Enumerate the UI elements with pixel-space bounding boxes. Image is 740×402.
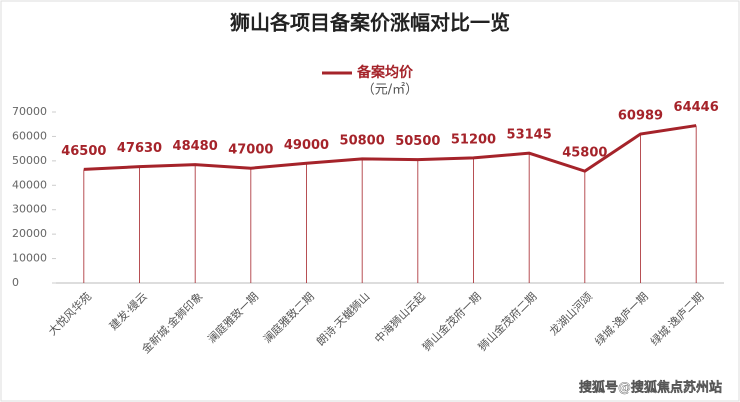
data-label: 47000 (228, 143, 273, 158)
y-tick-label: 40000 (12, 178, 47, 191)
y-tick-label: 50000 (12, 154, 47, 167)
y-tick-label: 0 (12, 276, 19, 289)
data-label: 47630 (117, 141, 162, 156)
y-tick-label: 20000 (12, 227, 47, 240)
data-label: 51200 (451, 132, 496, 147)
y-tick-label: 30000 (12, 203, 47, 216)
data-label: 50500 (395, 134, 440, 149)
y-tick-label: 10000 (12, 252, 47, 265)
y-tick-label: 60000 (12, 129, 47, 142)
data-label: 64446 (674, 100, 719, 115)
data-label: 53145 (507, 128, 552, 143)
legend-label: 备案均价 (356, 64, 414, 81)
data-label: 48480 (173, 139, 218, 154)
data-label: 49000 (284, 138, 329, 153)
legend-unit: （元/㎡） (362, 83, 418, 98)
watermark: 搜狐号@搜狐焦点苏州站 (579, 380, 722, 396)
data-label: 60989 (618, 109, 663, 124)
data-label: 46500 (61, 144, 106, 159)
y-tick-label: 70000 (12, 105, 47, 118)
series-line (83, 124, 697, 173)
data-label: 50800 (340, 133, 385, 148)
chart-title: 狮山各项目备案价涨幅对比一览 (230, 11, 510, 35)
data-label: 45800 (562, 146, 607, 161)
